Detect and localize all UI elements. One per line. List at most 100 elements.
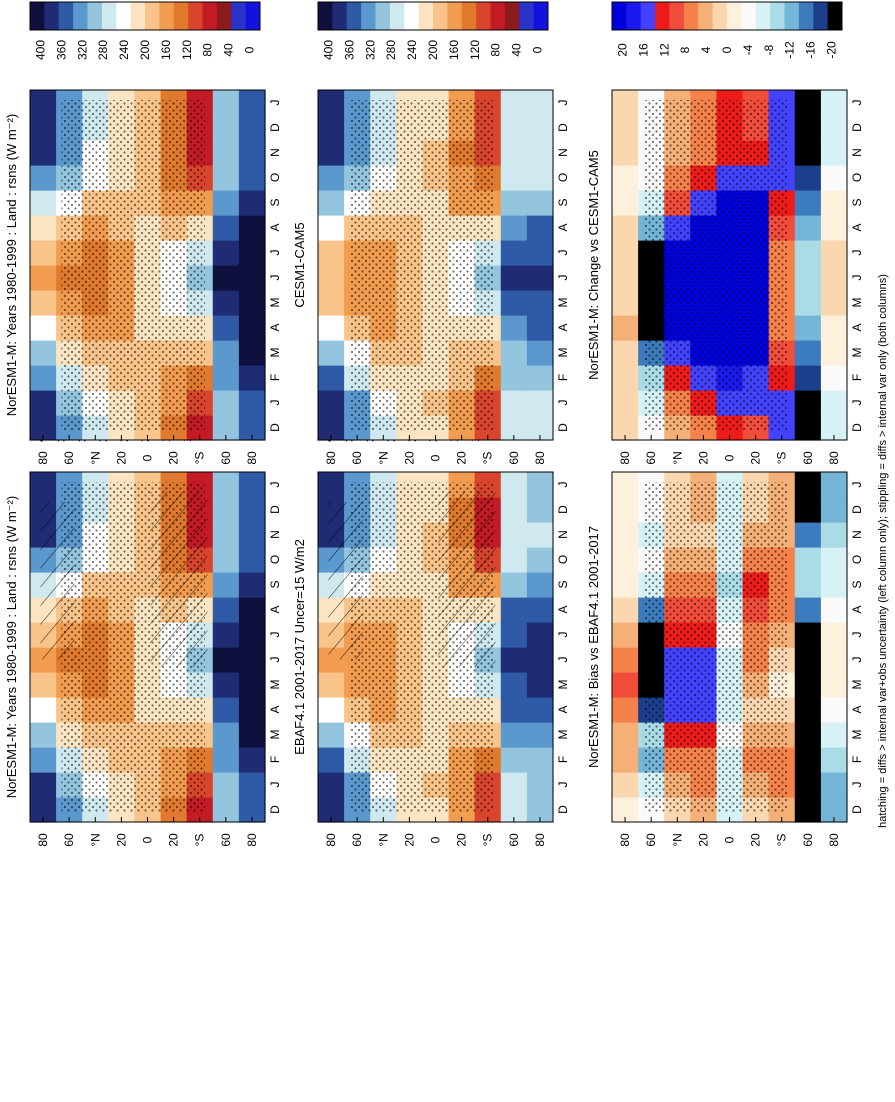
colorbar-label: -12	[783, 41, 797, 59]
panel-change: 80 60 °N 20 0 20 °S 60 80DJFMAMJJASONDJNorESM1-M…	[586, 1, 864, 465]
month-tick-label: A	[850, 323, 864, 331]
lat-tick-label: °N	[88, 451, 102, 464]
lat-tick-label: 0	[723, 836, 737, 843]
heatmap-cell	[30, 672, 57, 698]
colorbar-label: 0	[720, 46, 734, 53]
heatmap-cell	[794, 547, 822, 573]
lat-tick-label: 20	[402, 833, 416, 847]
heatmap-cell	[612, 365, 639, 391]
heatmap-cell	[500, 315, 528, 341]
panel-bias: 80 60 °N 20 0 20 °S 60 80 D J F M A M J J A S O N D J NorESM1-M…	[586, 383, 864, 847]
lat-tick-label: 80	[245, 833, 259, 847]
heatmap-cell	[30, 722, 57, 748]
heatmap-cell	[794, 265, 822, 291]
colorbar-swatch	[727, 2, 742, 30]
colorbar-swatch	[30, 2, 45, 30]
heatmap-cell	[212, 340, 240, 366]
heatmap-cell	[500, 365, 528, 391]
heatmap-cell	[820, 265, 848, 291]
heatmap-cell	[212, 622, 240, 648]
heatmap-cell	[212, 672, 240, 698]
month-tick-label: D	[556, 123, 570, 132]
lat-tick-label: 20	[167, 451, 181, 465]
lat-tick-label: °N	[376, 451, 390, 464]
heatmap-cell	[212, 572, 240, 598]
lat-tick-label: 20	[167, 833, 181, 847]
colorbar-label: 360	[342, 40, 356, 60]
colorbar-swatch	[101, 2, 117, 30]
lat-tick-label: 80	[618, 451, 632, 465]
heatmap-cell	[500, 547, 528, 573]
colorbar-label: -20	[825, 41, 839, 59]
heatmap-cell	[612, 115, 639, 141]
month-tick-label: M	[268, 298, 282, 308]
month-tick-label: J	[556, 250, 570, 256]
colorbar-label: 320	[363, 40, 377, 60]
lat-tick-label: 20	[114, 451, 128, 465]
heatmap-cell	[526, 672, 554, 698]
colorbar-swatch	[332, 2, 348, 30]
lat-tick-label: 80	[36, 833, 50, 847]
lat-tick-label: °S	[775, 452, 789, 465]
heatmap-cell	[794, 622, 822, 648]
heatmap-cell	[526, 365, 554, 391]
month-tick-label: O	[268, 173, 282, 182]
heatmap-cell	[212, 772, 240, 798]
month-tick-label: J	[556, 400, 570, 406]
heatmap-cell	[794, 597, 822, 623]
lat-tick-label: 20	[402, 451, 416, 465]
heatmap-cell	[820, 472, 848, 498]
colorbar-swatch	[231, 2, 247, 30]
heatmap-cell	[500, 215, 528, 241]
month-tick-label: J	[268, 657, 282, 663]
heatmap-cell	[526, 597, 554, 623]
heatmap-cell	[612, 572, 639, 598]
heatmap-cell	[238, 672, 266, 698]
month-tick-label: S	[556, 198, 570, 206]
lat-tick-label: 60	[350, 451, 364, 465]
heatmap-cell	[820, 697, 848, 723]
heatmap-cell	[212, 115, 240, 141]
heatmap-cell	[500, 722, 528, 748]
month-tick-label: N	[850, 148, 864, 157]
heatmap-cell	[212, 90, 240, 116]
colorbar-swatch	[655, 2, 670, 30]
colorbar-swatch	[755, 2, 771, 30]
colorbar-swatch	[640, 2, 656, 30]
heatmap-cell	[238, 90, 266, 116]
month-tick-label: A	[556, 223, 570, 231]
heatmap-cell	[30, 772, 57, 798]
month-tick-label: S	[268, 580, 282, 588]
month-tick-label: J	[850, 100, 864, 106]
colorbar-swatch	[519, 2, 535, 30]
month-tick-label: S	[850, 580, 864, 588]
colorbar-swatch	[461, 2, 477, 30]
lat-tick-label: 60	[801, 451, 815, 465]
colorbar-swatch	[58, 2, 74, 30]
month-tick-label: D	[268, 123, 282, 132]
heatmap-cell	[212, 215, 240, 241]
colorbar-label: 360	[54, 40, 68, 60]
heatmap-cell	[212, 497, 240, 523]
heatmap-cell	[238, 365, 266, 391]
colorbar-swatch	[130, 2, 146, 30]
heatmap-cell	[212, 365, 240, 391]
heatmap-cell	[318, 390, 345, 416]
heatmap-cell	[500, 90, 528, 116]
heatmap-cell	[238, 340, 266, 366]
heatmap-cell	[238, 290, 266, 316]
heatmap-cell	[318, 240, 345, 266]
month-tick-label: A	[268, 223, 282, 231]
colorbar-label: 20	[616, 43, 630, 57]
heatmap-cell	[30, 290, 57, 316]
heatmap-cell	[30, 140, 57, 166]
heatmap-cell	[820, 140, 848, 166]
heatmap-cell	[612, 772, 639, 798]
heatmap-cell	[820, 290, 848, 316]
colorbar-label: 120	[468, 40, 482, 60]
month-tick-label: J	[268, 782, 282, 788]
heatmap-cell	[500, 697, 528, 723]
colorbar-swatch	[389, 2, 405, 30]
heatmap-cell	[238, 472, 266, 498]
heatmap-cell	[500, 115, 528, 141]
